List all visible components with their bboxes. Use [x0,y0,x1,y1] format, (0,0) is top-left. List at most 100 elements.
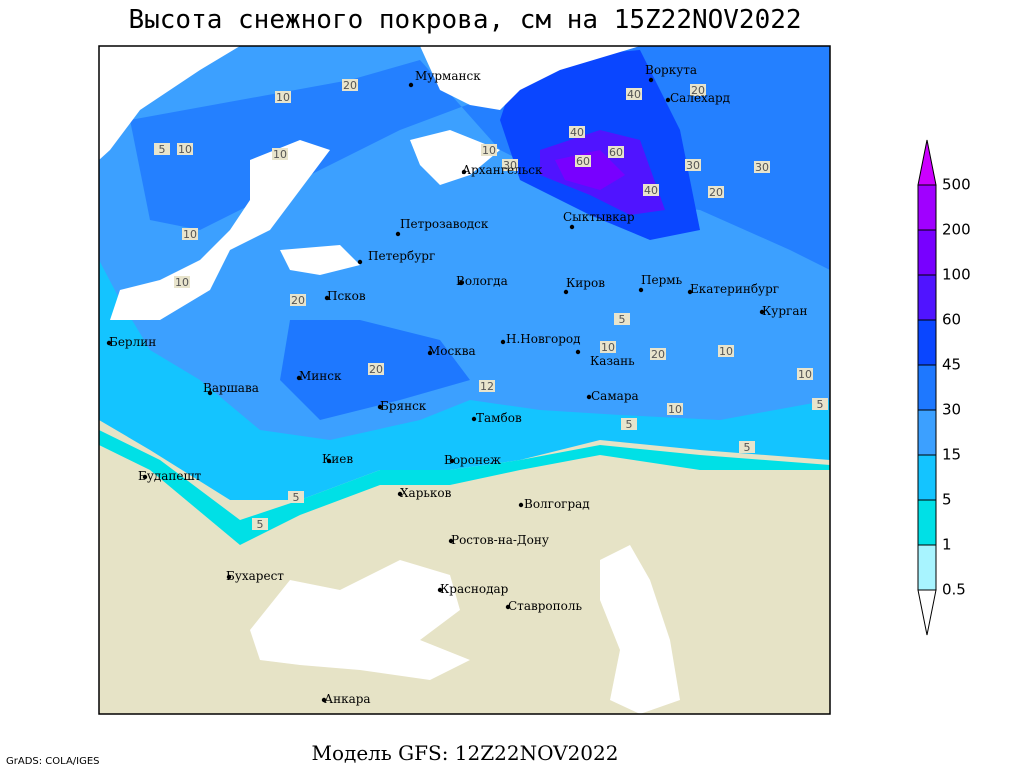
city-dot [106,340,112,346]
colorbar-box [917,544,937,591]
contour-label-bg [600,341,616,353]
contour-label-bg [685,159,701,171]
colorbar-box [917,229,937,276]
contour-label-bg [575,155,591,167]
city-label: Ставрополь [508,599,582,613]
city-label: Варшава [203,381,259,395]
contour-label-bg [690,84,706,96]
contour-label: 20 [343,79,357,92]
city-label: Петрозаводск [400,217,489,231]
colorbar-cap [917,589,937,636]
city-dot [397,491,403,497]
colorbar-label: 500 [942,176,971,194]
contour-label: 5 [257,518,264,531]
city-label: Казань [590,354,635,368]
contour-label: 40 [627,88,641,101]
city-label: Киров [566,276,605,290]
contour-label-bg [650,348,666,360]
contour-label: 40 [570,126,584,139]
colorbar-box [917,409,937,456]
city-dot [437,587,443,593]
contour-label-bg [252,518,268,530]
city-dot [207,390,213,396]
title: Высота снежного покрова, см на 15Z22NOV2… [128,5,801,35]
contour-label-bg [614,313,630,325]
colorbar-box [917,364,937,411]
colorbar-label: 5 [942,491,952,509]
contour-label: 12 [480,380,494,393]
city-label: Будапешт [138,469,202,483]
city-label: Курган [762,304,807,318]
city-label: Пермь [641,273,683,287]
contour-label-bg [182,228,198,240]
contour-label-bg [177,143,193,155]
contour-label-bg [368,363,384,375]
contour-label-bg [718,345,734,357]
map [98,45,831,715]
contour-label: 10 [276,91,290,104]
city-dot [321,697,327,703]
city-dot [505,604,511,610]
city-label: Москва [428,344,476,358]
contour-label: 10 [482,144,496,157]
colorbar-label: 0.5 [942,581,966,599]
city-label: Минск [299,369,342,383]
contour-label: 5 [159,143,166,156]
colorbar-label: 30 [942,401,961,419]
contour-label-bg [708,186,724,198]
contour-labels: 10 20 5 10 10 10 10 20 30 40 40 60 60 40 30 20 30 20 10 20 2… [154,79,828,531]
contour-label: 10 [798,368,812,381]
contour-label-bg [621,418,637,430]
city-label: Воронеж [444,453,501,467]
city-label: Салехард [670,91,730,105]
city-dot [648,77,654,83]
contour-label-bg [754,161,770,173]
city-dot [471,416,477,422]
city-dot [518,502,524,508]
colorbar-label: 60 [942,311,961,329]
contour-label-bg [667,403,683,415]
city-dot [377,404,383,410]
contour-label: 5 [293,491,300,504]
city-label: Архангельск [462,163,543,177]
contour-label: 30 [503,159,517,172]
contour-label-bg [608,146,624,158]
city-label: Киев [322,452,353,466]
city-label: Петербург [368,249,435,263]
contour-label: 5 [817,398,824,411]
city-dot [687,289,693,295]
city-dot [357,259,363,265]
contour-label: 10 [175,276,189,289]
contour-label: 60 [576,155,590,168]
contour-label-bg [739,441,755,453]
city-dot [408,82,414,88]
colorbar-label: 15 [942,446,961,464]
contour-label: 20 [709,186,723,199]
contour-label: 5 [744,441,751,454]
city-label: Волгоград [524,497,590,511]
contour-label: 40 [644,184,658,197]
city-dot [458,280,464,286]
city-dot [326,458,332,464]
colorbar-box [917,184,937,231]
contour-label-bg [502,159,518,171]
colorbar-label: 45 [942,356,961,374]
city-label: Екатеринбург [690,282,779,296]
city-dot [563,289,569,295]
contour-label: 10 [183,228,197,241]
model-caption: Модель GFS: 12Z22NOV2022 [312,741,619,765]
contour-label: 5 [619,313,626,326]
contour-label: 5 [626,418,633,431]
contour-label-bg [569,126,585,138]
city-label: Вологда [456,274,508,288]
colorbar-label: 100 [942,266,971,284]
contour-label: 20 [369,363,383,376]
colorbar-box [917,274,937,321]
colorbar-box [917,499,937,546]
colorbar-label: 1 [942,536,952,554]
city-label: Сыктывкар [563,210,635,224]
colorbar-box [917,454,937,501]
colorbar-box [917,319,937,366]
city-label: Анкара [324,692,371,706]
city-dot [324,295,330,301]
